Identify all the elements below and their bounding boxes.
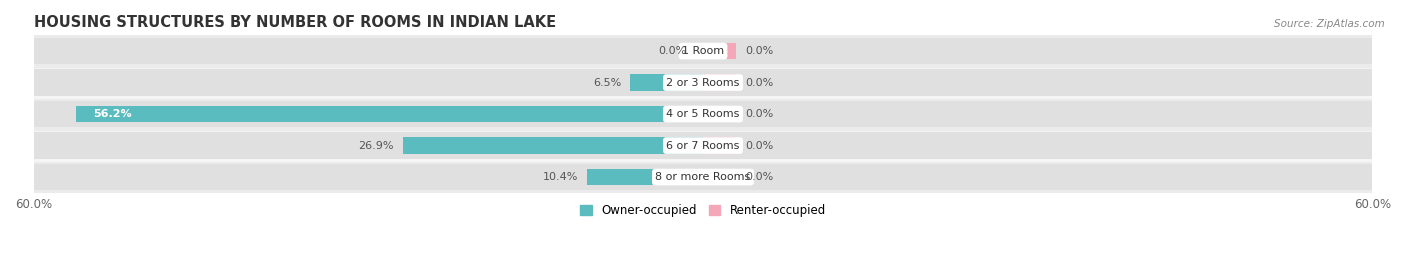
Text: 0.0%: 0.0% xyxy=(745,77,773,88)
Bar xyxy=(703,137,737,154)
Bar xyxy=(703,169,737,185)
Text: HOUSING STRUCTURES BY NUMBER OF ROOMS IN INDIAN LAKE: HOUSING STRUCTURES BY NUMBER OF ROOMS IN… xyxy=(34,15,555,30)
Text: 0.0%: 0.0% xyxy=(745,172,773,182)
Bar xyxy=(703,43,737,59)
Text: 1 Room: 1 Room xyxy=(682,46,724,56)
Text: 26.9%: 26.9% xyxy=(359,141,394,151)
Text: 10.4%: 10.4% xyxy=(543,172,578,182)
Bar xyxy=(34,98,1372,130)
Text: 6.5%: 6.5% xyxy=(593,77,621,88)
Text: 56.2%: 56.2% xyxy=(93,109,131,119)
Text: Source: ZipAtlas.com: Source: ZipAtlas.com xyxy=(1274,19,1385,29)
Bar xyxy=(34,161,1372,193)
Bar xyxy=(34,101,703,128)
Text: 0.0%: 0.0% xyxy=(745,141,773,151)
Legend: Owner-occupied, Renter-occupied: Owner-occupied, Renter-occupied xyxy=(575,199,831,222)
Bar xyxy=(34,164,703,190)
Bar xyxy=(703,132,1372,159)
Text: 0.0%: 0.0% xyxy=(745,109,773,119)
Bar xyxy=(703,75,737,91)
Bar xyxy=(586,169,703,185)
Bar xyxy=(76,106,703,122)
Bar xyxy=(34,132,703,159)
Bar xyxy=(34,38,703,65)
Text: 8 or more Rooms: 8 or more Rooms xyxy=(655,172,751,182)
Bar xyxy=(34,35,1372,67)
Text: 0.0%: 0.0% xyxy=(745,46,773,56)
Bar xyxy=(34,67,1372,98)
Text: 2 or 3 Rooms: 2 or 3 Rooms xyxy=(666,77,740,88)
Bar xyxy=(703,106,737,122)
Bar xyxy=(703,69,1372,96)
Bar xyxy=(34,69,703,96)
Text: 6 or 7 Rooms: 6 or 7 Rooms xyxy=(666,141,740,151)
Bar xyxy=(404,137,703,154)
Bar xyxy=(703,101,1372,128)
Bar xyxy=(703,164,1372,190)
Bar xyxy=(34,130,1372,161)
Bar xyxy=(630,75,703,91)
Text: 0.0%: 0.0% xyxy=(658,46,686,56)
Text: 4 or 5 Rooms: 4 or 5 Rooms xyxy=(666,109,740,119)
Bar xyxy=(703,38,1372,65)
